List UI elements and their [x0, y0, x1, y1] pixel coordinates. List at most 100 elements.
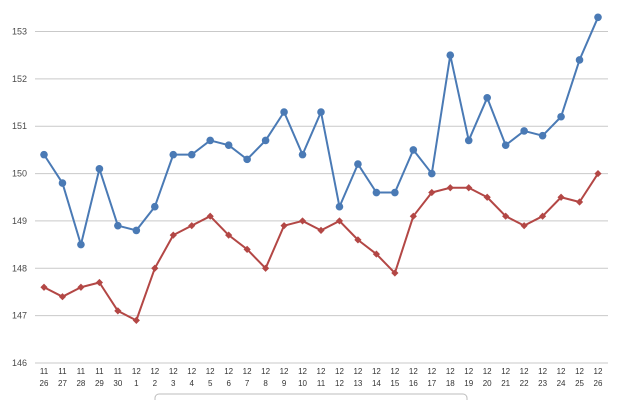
y-axis-ticks: 146 147 148 149 150 151 152 153 [12, 27, 27, 369]
series-2-point [594, 169, 602, 178]
x-tick-month: 12 [594, 367, 603, 376]
series-1-point [224, 141, 233, 149]
x-tick-month: 12 [280, 367, 289, 376]
x-tick-month: 12 [206, 367, 215, 376]
x-tick-day: 7 [245, 379, 250, 388]
x-tick-day: 4 [190, 379, 195, 388]
series-2-point [391, 269, 399, 277]
x-tick-label: 12 8 [261, 367, 270, 388]
x-tick-month: 11 [114, 367, 123, 376]
series-1-point [40, 150, 48, 159]
x-tick-day: 17 [427, 379, 436, 388]
y-tick-label: 146 [12, 358, 27, 368]
x-tick-label: 12 19 [464, 367, 473, 388]
series-1-point [169, 150, 178, 159]
series-2-point [335, 217, 344, 225]
x-tick-label: 12 9 [280, 367, 289, 388]
x-tick-day: 21 [501, 379, 510, 388]
series-1-point [464, 136, 473, 145]
x-tick-label: 11 27 [58, 367, 67, 388]
x-tick-label: 12 4 [187, 367, 196, 388]
x-tick-month: 12 [132, 367, 141, 376]
x-tick-day: 26 [594, 379, 603, 388]
y-tick-label: 151 [12, 121, 27, 131]
x-tick-label: 12 24 [557, 367, 566, 388]
x-tick-label: 12 12 [335, 367, 344, 388]
gridlines [35, 31, 608, 364]
series-1-point [520, 127, 528, 135]
series-1-point [206, 136, 214, 145]
series-group [40, 13, 602, 324]
series-2-point [280, 222, 288, 230]
x-tick-day: 8 [263, 379, 268, 388]
series-1-point [594, 13, 602, 22]
x-tick-month: 12 [464, 367, 473, 376]
y-tick-label: 149 [12, 216, 27, 226]
series-1-point [132, 226, 141, 235]
x-tick-month: 12 [224, 367, 233, 376]
x-tick-day: 3 [171, 379, 176, 388]
x-tick-month: 12 [557, 367, 566, 376]
series-1-point [372, 188, 381, 197]
series-1-point [501, 141, 510, 149]
series-1-point [538, 131, 547, 140]
series-1-point [95, 165, 104, 173]
x-tick-day: 1 [134, 379, 139, 388]
series-2-point [40, 283, 48, 291]
series-2-point [225, 231, 233, 239]
series-2-point [206, 212, 214, 220]
x-tick-label: 12 7 [243, 367, 252, 388]
x-tick-label: 12 3 [169, 367, 178, 388]
x-tick-day: 11 [317, 379, 326, 388]
x-tick-day: 26 [40, 379, 49, 388]
x-tick-month: 12 [372, 367, 381, 376]
series-2-point [95, 278, 103, 287]
series-2-point [557, 193, 565, 201]
x-tick-label: 12 5 [206, 367, 215, 388]
x-tick-month: 12 [335, 367, 344, 376]
x-tick-day: 24 [557, 379, 566, 388]
x-tick-day: 20 [483, 379, 492, 388]
x-tick-month: 12 [243, 367, 252, 376]
x-tick-label: 12 18 [446, 367, 455, 388]
x-tick-month: 11 [58, 367, 67, 376]
x-tick-label: 11 29 [95, 367, 104, 388]
x-tick-day: 25 [575, 379, 584, 388]
x-tick-label: 11 30 [113, 367, 122, 388]
series-1-point [354, 160, 362, 168]
x-tick-label: 12 14 [372, 367, 381, 388]
series-2-point [409, 212, 417, 220]
x-tick-day: 13 [353, 379, 362, 388]
y-tick-label: 150 [12, 169, 27, 179]
series-1-point [575, 56, 584, 64]
x-tick-day: 29 [95, 379, 104, 388]
series-2-point [428, 188, 436, 197]
x-tick-label: 11 28 [76, 367, 85, 388]
x-tick-month: 12 [409, 367, 418, 376]
x-tick-label: 12 16 [409, 367, 418, 388]
x-tick-day: 18 [446, 379, 455, 388]
x-tick-label: 12 25 [575, 367, 584, 388]
x-tick-month: 12 [150, 367, 159, 376]
series-2-point [188, 222, 196, 230]
x-tick-month: 12 [187, 367, 196, 376]
series-2-point [151, 264, 159, 272]
series-1-point [151, 202, 159, 211]
x-tick-month: 12 [427, 367, 436, 376]
x-tick-day: 28 [76, 379, 85, 388]
series-2-point [114, 307, 122, 315]
x-tick-label: 12 21 [501, 367, 510, 388]
x-tick-month: 12 [520, 367, 529, 376]
x-tick-month: 12 [538, 367, 547, 376]
x-tick-day: 14 [372, 379, 381, 388]
series-1-point [298, 150, 307, 159]
series-1-point [557, 112, 565, 121]
x-tick-day: 10 [298, 379, 307, 388]
x-tick-label: 12 15 [390, 367, 399, 388]
x-tick-month: 12 [446, 367, 455, 376]
series-2-point [520, 222, 528, 230]
series-2-point [483, 193, 491, 201]
x-tick-month: 12 [298, 367, 307, 376]
x-tick-label: 12 17 [427, 367, 436, 388]
series-1-point [409, 146, 418, 154]
